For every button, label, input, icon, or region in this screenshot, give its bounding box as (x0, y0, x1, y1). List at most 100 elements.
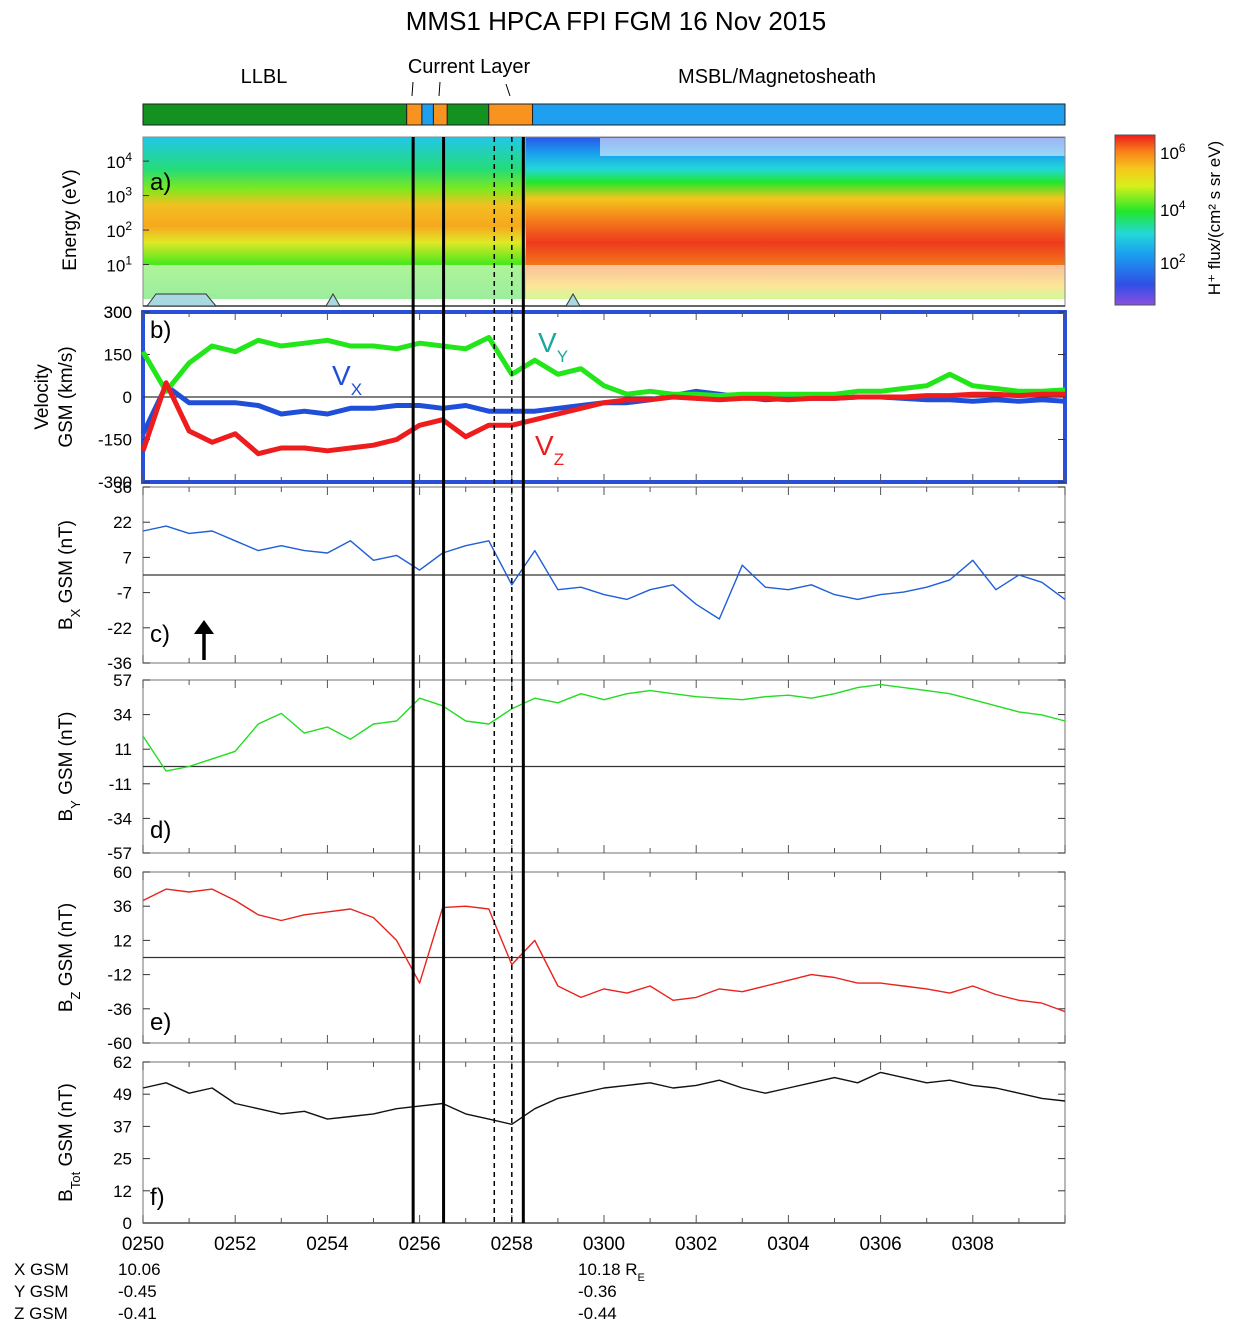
ylabel-base: B (56, 1189, 77, 1202)
colorbar-tick-label: 104 (1160, 198, 1186, 220)
panel-label: f) (150, 1184, 165, 1211)
ylabel-base: B (56, 617, 77, 630)
ephemeris-row-label: X GSM (14, 1260, 69, 1279)
xtick-label: 0302 (675, 1234, 717, 1255)
ytick-label: 150 (104, 346, 132, 365)
x-axis: 0250 0252 0254 0256 0258 0300 0302 0304 0306 0308 (122, 1234, 994, 1255)
panel-c: 36 22 7 -7 -22 -36 c) BX GSM (nT) (56, 478, 1066, 673)
panel-a-ytick-label-base: 10 (106, 257, 125, 276)
panel-a-ytick-label: 104 (106, 150, 132, 172)
panel-label: c) (150, 621, 170, 648)
ytick-label: 62 (113, 1053, 132, 1072)
series-label-vz: VZ (535, 430, 564, 469)
colorbar-gradient (1114, 134, 1156, 306)
colorbar-tick-label-base: 10 (1160, 201, 1179, 220)
spectrogram-sparse-band (143, 265, 1065, 299)
ytick-label: 7 (123, 548, 132, 567)
ylabel-sub: Y (68, 800, 83, 809)
ylabel-rest: GSM (nT) (56, 520, 77, 609)
ylabel-rest: GSM (nT) (56, 1083, 77, 1172)
region-bar-segment-current_layer (406, 103, 423, 126)
colorbar-tick-label-exp: 4 (1179, 198, 1186, 212)
xtick-label: 0308 (952, 1234, 994, 1255)
ytick-label: 0 (123, 1214, 132, 1233)
panel-a-ytick-label-base: 10 (106, 153, 125, 172)
ytick-label: 57 (113, 671, 132, 690)
panel-label: d) (150, 817, 171, 844)
ytick-label: 12 (113, 1182, 132, 1201)
colorbar-tick-label-base: 10 (1160, 144, 1179, 163)
panel-frame (142, 1061, 1066, 1224)
current-layer-pointer (438, 81, 441, 97)
series-line (142, 888, 1066, 1013)
colorbar-tick-label-exp: 6 (1179, 141, 1186, 155)
series-label-vy-base: V (538, 327, 557, 358)
xtick-label: 0252 (214, 1234, 256, 1255)
series-line (140, 383, 1066, 435)
series-label-vx-base: V (332, 360, 351, 391)
ytick-label: -60 (107, 1034, 132, 1053)
series-label-vz-base: V (535, 430, 554, 461)
ytick-label: -22 (107, 619, 132, 638)
region-bar-segment-msbl (532, 103, 1066, 126)
ytick-label: 25 (113, 1150, 132, 1169)
xtick-label: 0256 (398, 1234, 440, 1255)
panel-d: 57 34 11 -11 -34 -57 d) BY GSM (nT) (56, 671, 1066, 863)
ylabel: BTot GSM (nT) (56, 1083, 83, 1202)
region-bar-segment-llbl (446, 103, 490, 126)
region-bar (142, 103, 1066, 126)
panel-f: 62 49 37 25 12 0 f) BTot GSM (nT) (56, 1053, 1066, 1233)
xtick-label: 0304 (767, 1234, 810, 1255)
region-bar-segment-llbl (142, 103, 408, 126)
ylabel-sub: X (68, 608, 83, 617)
colorbar-tick-label-base: 10 (1160, 254, 1179, 273)
series-label-vx: VX (332, 360, 362, 399)
panel-a-ylabel: Energy (eV) (60, 169, 81, 270)
panel-a-ytick-label-exp: 1 (125, 254, 132, 268)
series-label-vz-sub: Z (554, 450, 564, 469)
region-label-llbl: LLBL (241, 66, 288, 88)
ylabel-rest: GSM (nT) (56, 903, 77, 992)
series-label-vy: VY (538, 327, 568, 366)
ylabel-sub: Z (68, 991, 83, 999)
series-line (140, 335, 1066, 399)
ytick-label: 300 (104, 303, 132, 322)
region-bar-segment-current_layer (488, 103, 534, 126)
panel-label: b) (150, 317, 171, 344)
ylabel: BY GSM (nT) (56, 711, 83, 821)
ephemeris-end-value-base: 10.18 R (578, 1260, 638, 1279)
figure-title: MMS1 HPCA FPI FGM 16 Nov 2015 (406, 6, 826, 36)
series-line (142, 683, 1066, 772)
colorbar-tick-label: 106 (1160, 141, 1186, 163)
panel-a-ytick-label-base: 10 (106, 188, 125, 207)
ylabel-sub: Tot (68, 1171, 83, 1189)
xtick-label: 0306 (859, 1234, 901, 1255)
xtick-label: 0254 (306, 1234, 349, 1255)
ytick-label: 34 (113, 706, 132, 725)
colorbar-label: H⁺ flux/(cm² s sr eV) (1205, 141, 1224, 295)
ylabel-line2: GSM (km/s) (56, 346, 77, 447)
ylabel: BX GSM (nT) (56, 520, 83, 630)
panel-label: e) (150, 1009, 171, 1036)
trapezoid-marker (146, 293, 218, 307)
panel-e: 60 36 12 -12 -36 -60 e) BZ GSM (nT) (56, 863, 1066, 1053)
ephemeris-row-label: Z GSM (14, 1304, 68, 1323)
series-line (142, 525, 1066, 620)
ytick-label: 37 (113, 1117, 132, 1136)
ytick-label: 11 (114, 740, 132, 759)
ephemeris-table: X GSM 10.06 10.18 RE Y GSM -0.45 -0.36 Z GSM -0… (14, 1260, 645, 1323)
series-line (140, 380, 1065, 457)
ytick-label: -57 (107, 844, 132, 863)
panel-a-ytick-label-base: 10 (106, 222, 125, 241)
panel-a-ytick-label: 103 (106, 185, 132, 207)
ylabel: BZ GSM (nT) (56, 903, 83, 1012)
colorbar-tick-label: 102 (1160, 251, 1186, 273)
ytick-label: -36 (107, 1000, 132, 1019)
ytick-label: -150 (98, 431, 132, 450)
panel-a-ytick-label: 101 (106, 254, 132, 276)
panel-a-extra-label: 300 (104, 303, 132, 322)
xtick-label: 0300 (583, 1234, 625, 1255)
